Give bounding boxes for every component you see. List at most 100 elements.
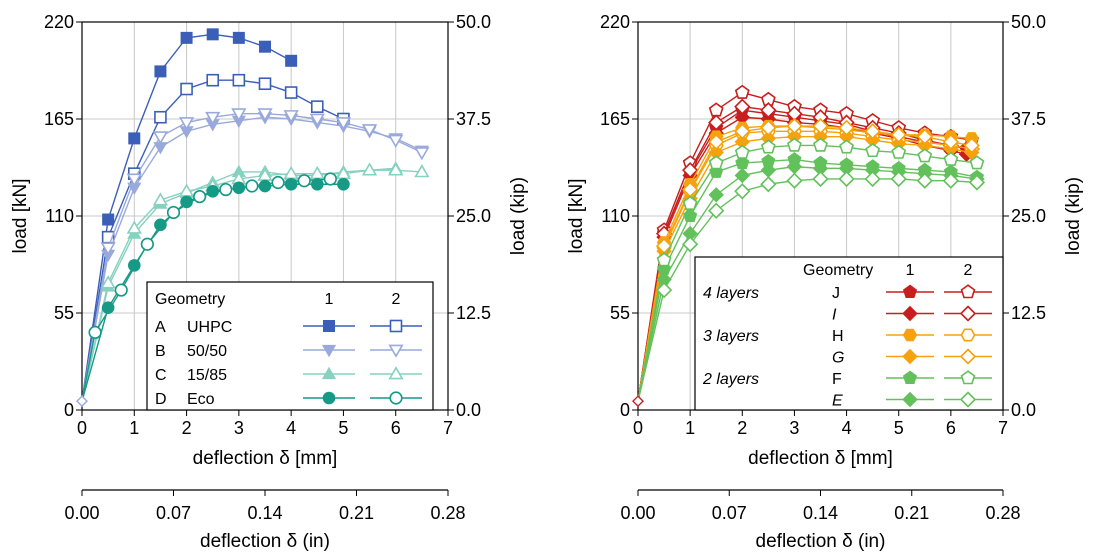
legend-marker xyxy=(902,348,918,365)
data-point xyxy=(178,117,195,131)
legend-name: UHPC xyxy=(187,319,232,336)
legend-marker xyxy=(321,366,337,380)
legend-name: 15/85 xyxy=(187,367,227,384)
data-point xyxy=(968,174,986,191)
legend-marker xyxy=(389,391,403,405)
chart-panel-1: 0 1 2 3 4 5 6 7 deflection δ [mm] 0 55 110 165 220 loa… xyxy=(10,12,529,552)
x-tick-label: 2 xyxy=(737,418,747,438)
x2-tick-label: 0.21 xyxy=(894,503,929,523)
data-point xyxy=(284,177,298,191)
x-axis-title: deflection δ [mm] xyxy=(193,448,338,469)
legend-marker xyxy=(960,328,976,342)
legend-col-1: 1 xyxy=(325,291,334,308)
series-group xyxy=(637,84,986,402)
data-point xyxy=(839,139,854,154)
x-tick-label: 5 xyxy=(338,418,348,438)
data-point xyxy=(708,155,724,170)
data-point xyxy=(917,148,933,163)
data-point xyxy=(100,275,116,289)
series-f-geometry-2 xyxy=(637,137,985,402)
legend-id: A xyxy=(155,319,166,336)
legend-box xyxy=(694,256,1004,411)
origin-point xyxy=(76,395,88,408)
data-point xyxy=(140,237,154,251)
legend-marker xyxy=(389,319,403,333)
data-point xyxy=(128,132,141,145)
data-point xyxy=(708,133,725,151)
data-point xyxy=(734,183,751,200)
legend-col-2: 2 xyxy=(964,262,973,279)
data-point xyxy=(864,123,881,140)
series-e-geometry-2 xyxy=(637,170,986,402)
y-tick-label: 0 xyxy=(64,400,74,420)
data-point xyxy=(734,167,750,184)
legend-name: Eco xyxy=(187,391,215,408)
data-point xyxy=(126,173,142,187)
legend-marker xyxy=(959,391,977,408)
data-point xyxy=(361,162,378,176)
data-point xyxy=(734,144,750,159)
y2-tick-label: 0.0 xyxy=(456,400,481,420)
data-point xyxy=(100,242,116,256)
data-point xyxy=(166,205,181,220)
data-point xyxy=(916,128,933,145)
data-point xyxy=(323,172,337,186)
series-group xyxy=(81,28,430,402)
data-point xyxy=(193,190,207,204)
legend-id: H xyxy=(832,328,844,345)
legend-header: Geometry xyxy=(803,262,873,279)
data-point xyxy=(838,170,855,188)
data-point xyxy=(683,208,698,222)
series-a-geometry-1 xyxy=(81,28,298,402)
legend-id: D xyxy=(155,391,167,408)
legend-id: B xyxy=(155,343,166,360)
y2-tick-label: 12.5 xyxy=(456,303,491,323)
y-tick-label: 55 xyxy=(54,303,74,323)
legend-marker xyxy=(960,370,976,385)
data-point xyxy=(942,133,959,151)
legend-header: Geometry xyxy=(155,291,225,308)
legend-marker xyxy=(388,366,404,380)
series-b-geometry-2 xyxy=(81,108,430,402)
data-point xyxy=(655,281,673,299)
legend-marker xyxy=(959,305,977,322)
data-point xyxy=(812,117,829,135)
legend-marker xyxy=(902,305,918,322)
data-point xyxy=(283,110,299,124)
data-point xyxy=(283,165,299,180)
x2-tick-label: 0.28 xyxy=(430,503,465,523)
legend-id: I xyxy=(832,307,837,324)
legend-name: 50/50 xyxy=(187,343,227,360)
x-tick-label: 7 xyxy=(998,418,1008,438)
data-point xyxy=(297,174,311,188)
x2-tick-label: 0.14 xyxy=(803,503,838,523)
data-point xyxy=(205,111,221,126)
data-point xyxy=(206,73,220,87)
x2-tick-label: 0.14 xyxy=(247,503,282,523)
x-axis: 0 1 2 3 4 5 6 7 deflection δ [mm] xyxy=(77,410,453,469)
data-point xyxy=(232,31,245,44)
x-axis-secondary: 0.00 0.07 0.14 0.21 0.28 deflection δ (in) xyxy=(620,489,1021,552)
data-point xyxy=(102,213,115,226)
legend-marker xyxy=(902,391,918,408)
data-point xyxy=(231,108,247,122)
data-point xyxy=(682,236,699,253)
y2-tick-label: 50.0 xyxy=(456,12,491,32)
data-point xyxy=(258,179,272,193)
data-point xyxy=(114,283,128,297)
data-point xyxy=(335,117,352,131)
data-point xyxy=(682,195,698,210)
data-point xyxy=(154,218,167,232)
y2-axis-title: load (kip) xyxy=(1063,177,1084,255)
x-tick-label: 1 xyxy=(685,418,695,438)
data-point xyxy=(337,177,350,191)
data-point xyxy=(787,137,802,152)
legend-id: J xyxy=(832,285,840,302)
data-point xyxy=(309,165,325,180)
data-point xyxy=(152,131,169,145)
data-point xyxy=(813,137,828,152)
legend-marker xyxy=(959,348,977,365)
x2-tick-label: 0.00 xyxy=(64,503,99,523)
y2-tick-label: 0.0 xyxy=(1011,400,1036,420)
data-point xyxy=(388,134,404,148)
